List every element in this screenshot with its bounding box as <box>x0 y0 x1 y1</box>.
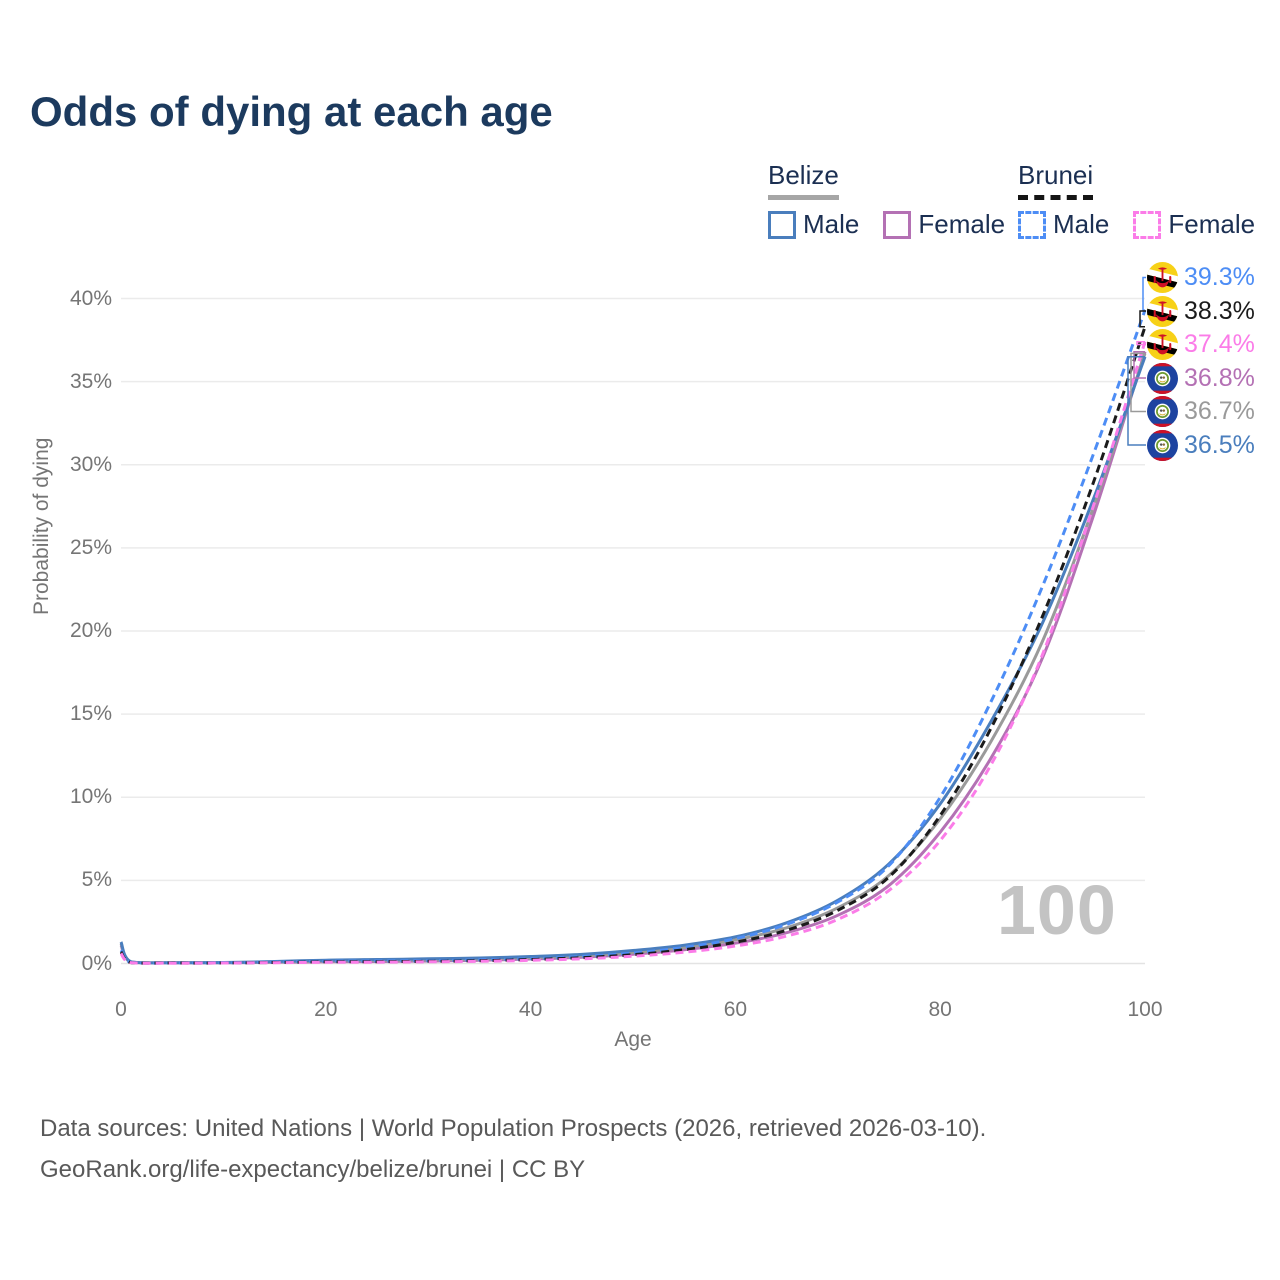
series-line-brunei-both[interactable] <box>119 326 1147 965</box>
series-line-brunei-female[interactable] <box>119 341 1147 965</box>
y-tick-label: 0% <box>81 951 112 975</box>
y-tick-label: 35% <box>69 369 112 393</box>
end-label-belize-male: 36.5% <box>1147 429 1255 461</box>
end-label-connector <box>1139 310 1146 328</box>
y-tick-label: 40% <box>69 286 112 310</box>
end-label-connector <box>1142 276 1146 311</box>
belize-male-line-swatch-icon <box>768 210 796 239</box>
y-tick-label: 25% <box>69 535 112 559</box>
legend-country-belize[interactable]: Belize <box>768 160 839 200</box>
brunei-female-line-swatch-icon <box>1133 210 1162 239</box>
data-sources-line: Data sources: United Nations | World Pop… <box>40 1115 987 1142</box>
x-tick-label: 40 <box>518 998 543 1021</box>
end-label-value: 37.4% <box>1184 330 1255 358</box>
y-tick-label: 10% <box>69 785 112 809</box>
end-label-brunei-both: 38.3% <box>1147 295 1255 327</box>
end-label-value: 36.8% <box>1184 363 1255 392</box>
legend-item-label: Male <box>1053 209 1110 239</box>
brunei-flag-icon <box>1147 329 1178 360</box>
end-label-value: 39.3% <box>1184 263 1255 291</box>
legend-group-brunei: Brunei Male Female <box>1018 160 1255 240</box>
x-tick-label: 80 <box>928 998 952 1021</box>
x-tick-label: 20 <box>314 998 338 1021</box>
x-tick-label: 100 <box>1127 998 1163 1021</box>
legend-group-belize: Belize Male Female <box>768 160 1005 240</box>
y-tick-label: 5% <box>81 868 112 892</box>
legend-item-belize-male[interactable]: Male <box>768 209 859 240</box>
x-tick-label: 0 <box>115 998 127 1021</box>
legend-item-brunei-male[interactable]: Male <box>1018 209 1109 240</box>
x-axis-title: Age <box>614 1028 652 1051</box>
end-label-value: 38.3% <box>1184 296 1255 325</box>
y-tick-label: 15% <box>69 702 112 726</box>
belize-flag-icon <box>1147 362 1178 394</box>
license-line: GeoRank.org/life-expectancy/belize/brune… <box>40 1156 586 1183</box>
legend-item-belize-female[interactable]: Female <box>883 209 1005 240</box>
y-axis-title: Probability of dying <box>30 437 53 615</box>
x-tick-label: 60 <box>723 998 748 1021</box>
end-label-connector <box>1133 350 1146 379</box>
source-attribution: Data sources: United Nations | World Pop… <box>40 1108 986 1190</box>
end-label-brunei-male: 39.3% <box>1147 262 1255 294</box>
brunei-male-line-swatch-icon <box>1018 210 1046 239</box>
end-label-connector <box>1127 355 1146 446</box>
end-label-connector <box>1136 340 1146 346</box>
series-line-brunei-male[interactable] <box>119 309 1147 965</box>
series-line-belize-female[interactable] <box>119 351 1147 965</box>
legend-item-label: Female <box>1168 209 1256 239</box>
end-label-belize-both: 36.7% <box>1147 396 1255 428</box>
page-title: Odds of dying at each age <box>30 88 553 135</box>
end-label-belize-female: 36.8% <box>1147 362 1255 394</box>
end-label-value: 36.7% <box>1184 397 1255 425</box>
belize-flag-icon <box>1147 429 1178 461</box>
legend-item-label: Male <box>803 209 860 239</box>
y-tick-label: 20% <box>69 619 112 642</box>
end-label-brunei-female: 37.4% <box>1147 329 1255 361</box>
brunei-flag-icon <box>1147 295 1178 327</box>
y-tick-label: 30% <box>69 452 112 476</box>
series-line-belize-male[interactable] <box>119 356 1147 965</box>
end-label-value: 36.5% <box>1184 430 1255 459</box>
belize-flag-icon <box>1147 396 1178 427</box>
belize-female-line-swatch-icon <box>883 210 912 239</box>
series-line-belize-both[interactable] <box>119 352 1147 965</box>
watermark-age-100: 100 <box>997 871 1117 949</box>
legend-item-label: Female <box>918 209 1006 239</box>
brunei-flag-icon <box>1147 262 1178 293</box>
legend-item-brunei-female[interactable]: Female <box>1133 209 1255 240</box>
end-label-connector <box>1130 352 1146 413</box>
legend-country-brunei[interactable]: Brunei <box>1018 160 1094 200</box>
